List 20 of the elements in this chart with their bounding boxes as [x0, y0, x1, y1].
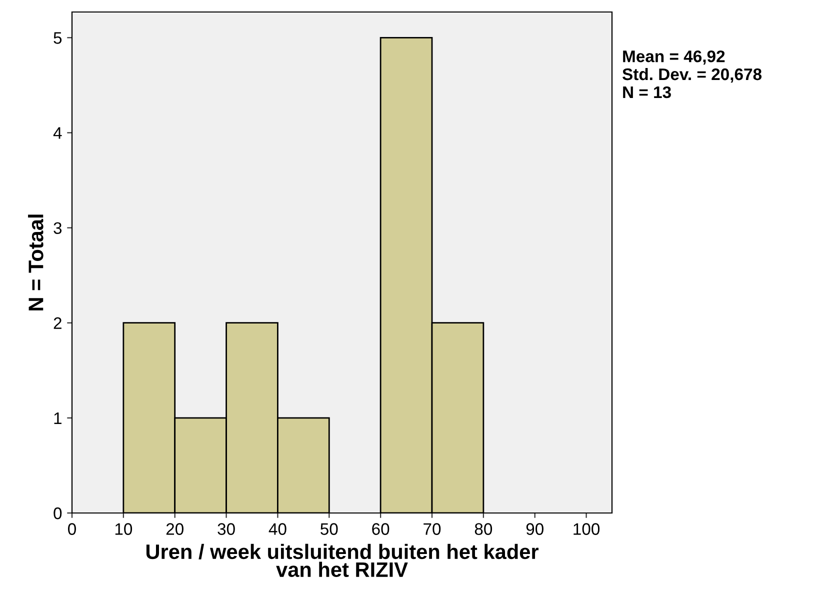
y-tick-label: 2 [54, 317, 62, 329]
text: Mean = 46,92 Std. Dev. = 20,678 N = 13 [622, 50, 762, 98]
y-tick-label: 3 [54, 222, 62, 234]
y-tick-label: 1 [54, 412, 62, 424]
x-tick-label: 0 [68, 523, 76, 535]
x-axis-title: Uren / week uitsluitend buiten het kader van het RIZIV [146, 544, 538, 578]
x-tick-label: 10 [115, 523, 132, 535]
x-tick-label: 40 [268, 523, 286, 535]
x-tick-label: 30 [218, 523, 235, 535]
y-tick-label: 0 [54, 507, 62, 520]
x-tick-label: 60 [372, 523, 390, 535]
x-tick-label: 50 [320, 523, 338, 535]
x-tick-label: 20 [166, 523, 184, 535]
x-tick-label: 80 [474, 523, 492, 535]
y-axis-title: N = Totaal [28, 214, 44, 310]
x-tick-label: 100 [574, 523, 600, 535]
y-tick-label: 4 [53, 127, 62, 139]
y-tick-label: 5 [54, 32, 62, 44]
x-tick-label: 70 [424, 523, 441, 535]
x-tick-label: 90 [526, 523, 544, 535]
